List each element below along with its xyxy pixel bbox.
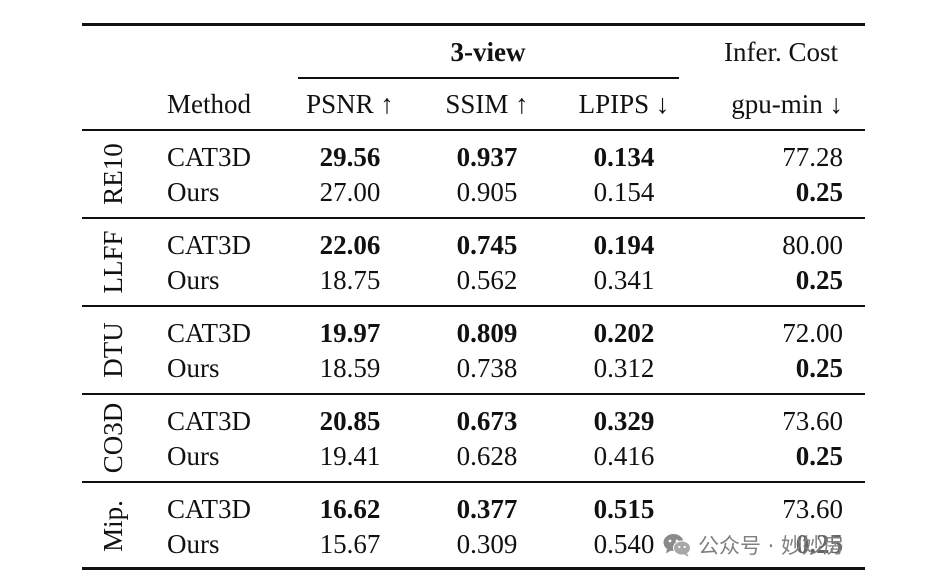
cell-lpips: 0.341 [593,265,655,295]
watermark: 公众号 · 妙妙房 [662,531,845,559]
cell-gpu: 0.25 [795,353,843,383]
cell-method: Ours [167,441,220,471]
cell-psnr: 16.62 [319,494,381,524]
group-label: RE10 [98,143,128,205]
header-psnr: PSNR ↑ [306,89,394,119]
cell-gpu: 0.25 [795,441,843,471]
cell-lpips: 0.202 [593,318,655,348]
cell-ssim: 0.673 [456,406,518,436]
header-gpu-min: gpu-min ↓ [731,89,843,119]
cell-ssim: 0.809 [456,318,518,348]
cell-psnr: 19.97 [319,318,381,348]
group-divider [82,481,865,483]
cell-gpu: 73.60 [782,406,843,436]
cell-method: Ours [167,353,220,383]
cell-gpu: 72.00 [782,318,843,348]
cell-ssim: 0.562 [456,265,518,295]
cell-method: CAT3D [167,142,252,172]
header-method: Method [167,89,251,119]
cell-ssim: 0.738 [456,353,518,383]
cell-method: CAT3D [167,318,252,348]
group-label: CO3D [98,402,128,474]
header-3-view: 3-view [450,37,526,67]
header-lpips: LPIPS ↓ [578,89,670,119]
cell-gpu: 0.25 [795,265,843,295]
cell-lpips: 0.154 [593,177,655,207]
cell-gpu: 0.25 [795,529,843,559]
cell-lpips: 0.134 [593,142,655,172]
cell-lpips: 0.540 [593,529,655,559]
cell-gpu: 80.00 [782,230,843,260]
cell-method: Ours [167,177,220,207]
header-rule [82,129,865,131]
cell-ssim: 0.745 [456,230,518,260]
cell-gpu: 77.28 [782,142,843,172]
header-infer-cost: Infer. Cost [724,37,838,67]
cell-psnr: 29.56 [319,142,381,172]
cell-psnr: 15.67 [319,529,381,559]
header-cmidrule [298,77,679,79]
cell-method: CAT3D [167,230,252,260]
cell-psnr: 22.06 [319,230,381,260]
wechat-icon [663,534,691,557]
watermark-text: 公众号 · 妙妙房 [698,534,845,558]
cell-gpu: 73.60 [782,494,843,524]
cell-gpu: 0.25 [795,177,843,207]
cell-ssim: 0.905 [456,177,518,207]
group-divider [82,305,865,307]
cell-lpips: 0.329 [593,406,655,436]
cell-method: Ours [167,529,220,559]
cell-lpips: 0.194 [593,230,655,260]
group-divider [82,217,865,219]
cell-lpips: 0.312 [593,353,655,383]
group-divider [82,393,865,395]
header-ssim: SSIM ↑ [445,89,529,119]
bottom-rule [82,567,865,570]
cell-ssim: 0.309 [456,529,518,559]
top-rule [82,23,865,26]
cell-psnr: 27.00 [319,177,381,207]
cell-lpips: 0.515 [593,494,655,524]
cell-psnr: 18.59 [319,353,381,383]
cell-ssim: 0.937 [456,142,518,172]
group-label: DTU [98,322,128,378]
cell-ssim: 0.628 [456,441,518,471]
cell-psnr: 18.75 [319,265,381,295]
cell-ssim: 0.377 [456,494,518,524]
cell-lpips: 0.416 [593,441,655,471]
group-label: Mip. [98,500,128,552]
group-label: LLFF [98,230,128,294]
cell-method: Ours [167,265,220,295]
cell-method: CAT3D [167,406,252,436]
cell-method: CAT3D [167,494,252,524]
cell-psnr: 20.85 [319,406,381,436]
cell-psnr: 19.41 [319,441,381,471]
